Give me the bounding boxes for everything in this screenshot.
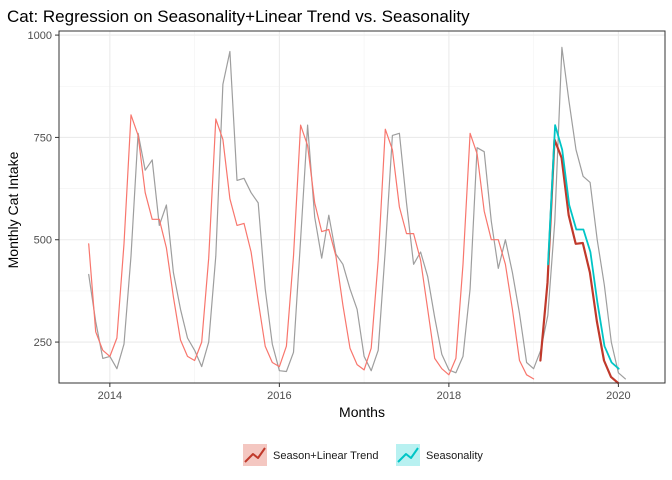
y-tick-label: 1000 (28, 30, 52, 42)
legend: Season+Linear Trend Seasonality (243, 444, 483, 466)
y-axis-title: Monthly Cat Intake (5, 151, 21, 268)
x-axis-title: Months (339, 404, 385, 420)
series-line-seasonality (547, 124, 620, 370)
series-line-actual (88, 46, 627, 380)
series-line-fitted (88, 114, 535, 380)
legend-label: Seasonality (426, 450, 483, 462)
x-tick-label: 2018 (437, 390, 461, 402)
x-tick-label: 2014 (98, 390, 122, 402)
y-tick-label: 500 (34, 235, 52, 247)
legend-item: Season+Linear Trend (243, 444, 379, 466)
legend-label: Season+Linear Trend (273, 450, 379, 462)
y-tick-label: 250 (34, 337, 52, 349)
x-tick-label: 2016 (267, 390, 291, 402)
legend-key-line (397, 447, 419, 463)
plot-panel: 2014 2016 2018 2020 250 500 750 1000 (28, 30, 666, 402)
legend-item: Seasonality (396, 444, 483, 466)
chart-title: Cat: Regression on Seasonality+Linear Tr… (7, 7, 470, 26)
y-tick-label: 750 (34, 132, 52, 144)
legend-key-line (244, 447, 266, 463)
x-tick-label: 2020 (606, 390, 630, 402)
panel-border (58, 30, 666, 384)
